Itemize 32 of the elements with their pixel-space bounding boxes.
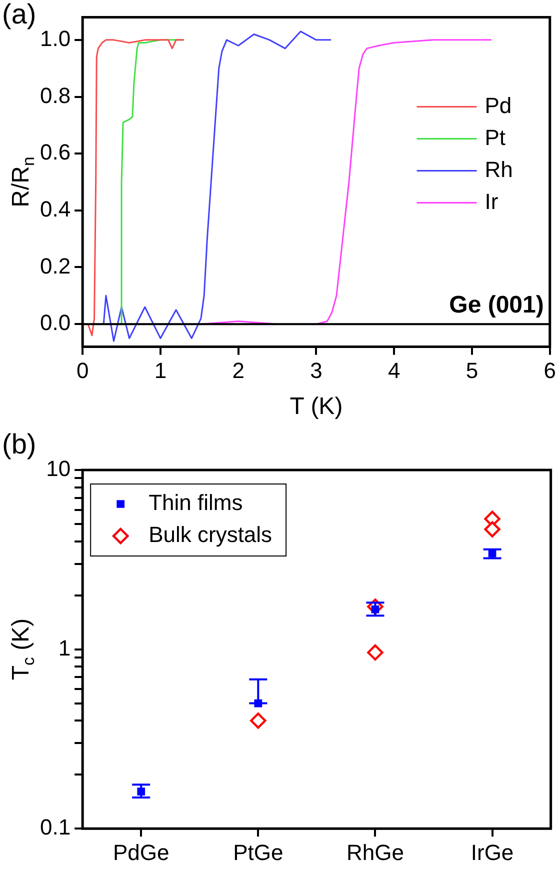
y-tick-label: 0.6	[40, 140, 71, 165]
legend-label: Thin films	[148, 490, 243, 516]
x-tick-label: 6	[544, 358, 556, 384]
y-tick-label: 1.0	[40, 26, 71, 51]
y-tick-label: 0.4	[40, 196, 71, 222]
y-tick-label: 0.8	[40, 82, 71, 108]
x-tick-label: 0	[76, 358, 89, 384]
y-tick-label: 10	[46, 456, 71, 482]
x-tick-label: PdGe	[112, 840, 170, 865]
x-tick-label: 2	[232, 358, 244, 384]
x-tick-label: RhGe	[346, 840, 404, 865]
y-tick-label: 1	[58, 635, 71, 660]
y-axis-title: R/Rn	[8, 156, 38, 208]
text: (a)	[2, 0, 36, 30]
y-tick-label: 0.2	[40, 253, 71, 278]
y-tick-label: 0.0	[40, 310, 71, 336]
x-tick-label: 3	[310, 358, 322, 384]
y-axis-title: Tc (K)	[8, 618, 38, 680]
y-tick-label: 0.1	[40, 814, 71, 840]
legend-label: Pd	[484, 92, 512, 118]
x-tick-label: 4	[388, 358, 400, 384]
x-tick-label: PtGe	[233, 840, 284, 865]
annotation: Ge (001)	[449, 292, 544, 319]
x-tick-label: IrGe	[470, 840, 514, 865]
legend-label: Rh	[484, 156, 513, 182]
legend-label: Bulk crystals	[148, 522, 272, 548]
legend-label: Ir	[484, 188, 498, 214]
text: (b)	[2, 428, 36, 460]
legend-label: Pt	[484, 124, 506, 150]
x-axis-title: T (K)	[290, 393, 343, 420]
x-tick-label: 5	[466, 358, 478, 384]
x-tick-label: 1	[154, 358, 167, 384]
